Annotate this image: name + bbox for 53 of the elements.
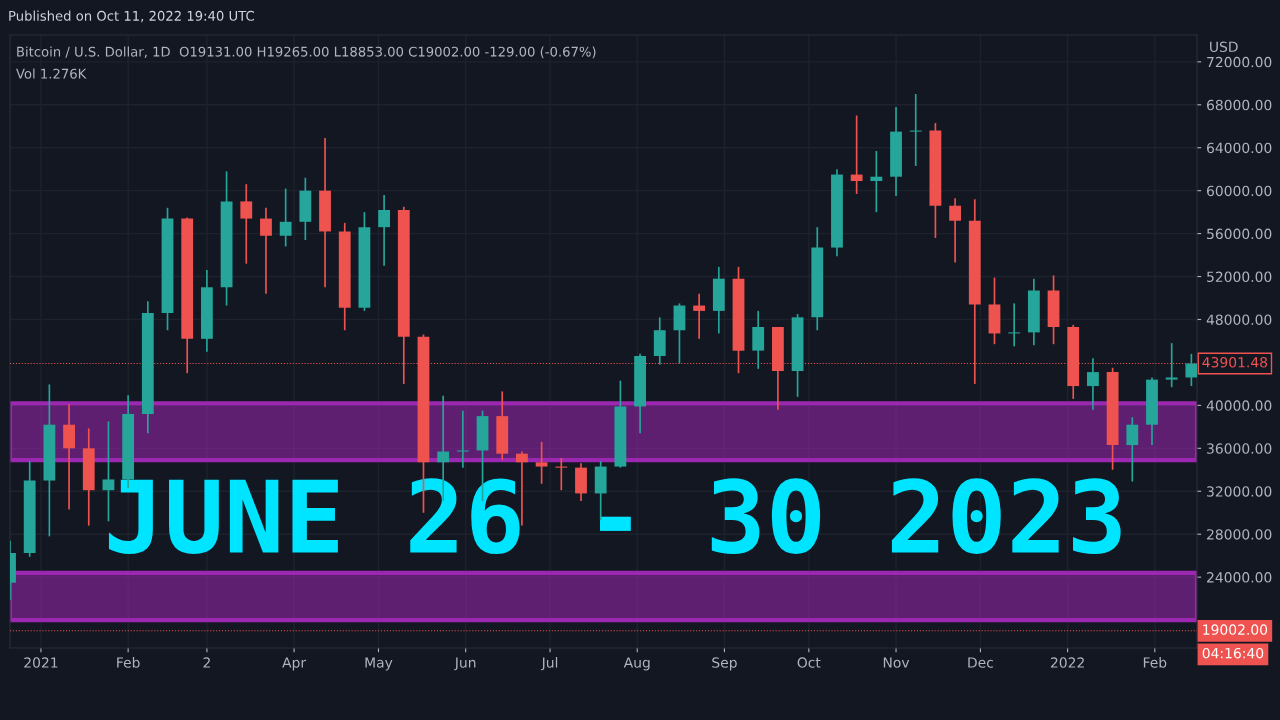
candlestick bbox=[555, 457, 568, 492]
candlestick bbox=[63, 403, 75, 511]
x-tick-label: 2 bbox=[203, 657, 210, 668]
x-tick-label: 2022 bbox=[1050, 657, 1084, 668]
candlestick bbox=[279, 187, 292, 248]
x-tick-label: Sep bbox=[712, 657, 737, 671]
y-tick-label: 64000.00 bbox=[1207, 142, 1272, 154]
candlestick bbox=[870, 150, 883, 213]
candlestick bbox=[240, 183, 253, 265]
y-tick-label: 72000.00 bbox=[1207, 56, 1272, 68]
candlestick bbox=[1008, 302, 1021, 348]
ref-line-label: 43901.48 bbox=[1202, 357, 1268, 368]
x-tick-label: Feb bbox=[117, 657, 140, 668]
text: 04:16:40 bbox=[1202, 647, 1264, 659]
candlestick bbox=[535, 441, 548, 485]
y-tick-label: 24000.00 bbox=[1207, 572, 1272, 583]
y-tick-label: 60000.00 bbox=[1207, 185, 1272, 197]
candlestick bbox=[850, 114, 863, 195]
y-tick-label: 56000.00 bbox=[1207, 228, 1272, 240]
candlestick bbox=[260, 207, 272, 295]
candlestick bbox=[1165, 342, 1178, 388]
x-tick-label: Jun bbox=[454, 657, 476, 671]
annotation: Vol 1.276K bbox=[16, 68, 87, 79]
y-tick-label: 28000.00 bbox=[1207, 529, 1272, 540]
annotation: JUNE 26 - 30 2023 bbox=[108, 478, 1121, 555]
y-axis-title: USD bbox=[1210, 41, 1238, 53]
ref-line-label: 19002.00 bbox=[1203, 624, 1268, 635]
candlestick bbox=[1185, 353, 1197, 387]
text: Bitcoin / U.S. Dollar, 1D O19131.00 H19265.00 L18853.00 C19002.00 -129.00 (-0.67%) bbox=[17, 46, 596, 59]
candlestick bbox=[752, 310, 765, 370]
candlestick bbox=[378, 194, 391, 267]
x-tick-label: 2021 bbox=[24, 657, 58, 668]
candlestick bbox=[909, 93, 922, 167]
x-tick-label: Feb bbox=[1143, 657, 1167, 668]
y-tick-label: 68000.00 bbox=[1207, 99, 1272, 111]
x-tick-label: Apr bbox=[282, 657, 307, 671]
x-tick-label: Nov bbox=[883, 657, 910, 668]
y-tick-label: 52000.00 bbox=[1207, 271, 1272, 283]
y-tick-label: 32000.00 bbox=[1207, 486, 1272, 497]
x-tick-label: Aug bbox=[623, 657, 650, 671]
candlestick bbox=[1126, 416, 1139, 483]
candlestick bbox=[693, 292, 706, 340]
x-tick-label: May bbox=[365, 657, 393, 671]
x-tick-label: Dec bbox=[968, 657, 993, 668]
x-tick-label: Jul bbox=[540, 657, 558, 671]
candlestick bbox=[949, 197, 962, 264]
y-tick-label: 40000.00 bbox=[1206, 400, 1272, 411]
text: Published on Oct 11, 2022 19:40 UTC bbox=[9, 10, 254, 23]
y-tick-label: 36000.00 bbox=[1207, 443, 1272, 454]
candlestick bbox=[1087, 357, 1099, 411]
y-tick-label: 48000.00 bbox=[1206, 314, 1272, 325]
candlestick bbox=[456, 409, 469, 469]
x-tick-label: Oct bbox=[797, 657, 821, 668]
